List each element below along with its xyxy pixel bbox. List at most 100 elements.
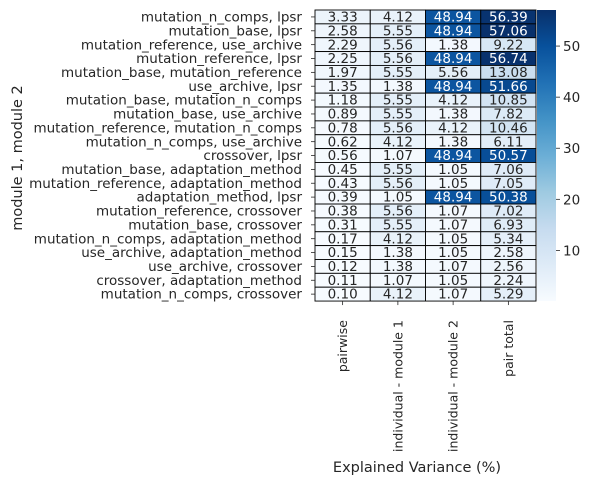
cell-value-label: 5.55	[383, 65, 413, 81]
cell-value-label: 48.94	[434, 51, 473, 67]
cell-value-label: 7.02	[493, 204, 523, 220]
cell-value-label: 1.05	[438, 162, 468, 178]
cell-value-label: 57.06	[489, 23, 528, 39]
cell-value-label: 1.38	[438, 134, 468, 150]
cell-value-label: 1.05	[438, 245, 468, 261]
colorbar-gradient	[537, 10, 556, 301]
cell-value-label: 4.12	[383, 10, 413, 26]
cell-value-label: 4.12	[383, 287, 413, 303]
colorbar-tick-label: 40	[563, 90, 580, 106]
cell-value-label: 1.38	[383, 259, 413, 275]
row-tick-label: mutation_base, use_archive	[113, 107, 302, 123]
cell-value-label: 2.58	[328, 23, 358, 39]
cell-value-label: 5.55	[383, 107, 413, 123]
cell-value-label: 1.05	[438, 176, 468, 192]
cell-value-label: 0.31	[328, 217, 358, 233]
cell-value-label: 6.93	[493, 217, 523, 233]
cell-value-label: 48.94	[434, 79, 473, 95]
cell-value-label: 0.89	[328, 107, 358, 123]
row-tick-label: adaptation_method, lpsr	[137, 190, 303, 206]
cell-value-label: 1.07	[438, 204, 468, 220]
cell-value-label: 5.56	[383, 176, 413, 192]
colorbar: 10 20 30 40 50	[537, 10, 580, 301]
cell-value-label: 7.05	[493, 176, 523, 192]
row-tick-label: mutation_n_comps, use_archive	[86, 134, 302, 150]
cell-value-label: 50.38	[489, 190, 528, 206]
cell-value-label: 1.07	[383, 273, 413, 289]
cell-value-label: 48.94	[434, 23, 473, 39]
cell-value-label: 1.38	[383, 79, 413, 95]
cell-value-label: 0.62	[328, 134, 358, 150]
row-tick-label: mutation_base, mutation_reference	[61, 65, 302, 81]
cell-value-label: 0.11	[328, 273, 358, 289]
cell-value-label: 1.07	[383, 148, 413, 164]
cell-value-label: 0.39	[328, 190, 358, 206]
cell-value-label: 1.05	[438, 273, 468, 289]
cell-value-label: 0.17	[328, 231, 358, 247]
row-tick-label: mutation_base, mutation_n_comps	[66, 93, 302, 109]
cell-value-label: 1.38	[438, 37, 468, 53]
cell-value-label: 0.78	[328, 120, 358, 136]
cell-value-label: 1.38	[383, 245, 413, 261]
cell-value-label: 1.07	[438, 217, 468, 233]
cell-value-label: 9.22	[493, 37, 523, 53]
cell-value-label: 5.29	[493, 287, 523, 303]
row-tick-label: crossover, lpsr	[203, 148, 302, 164]
row-tick-label: mutation_base, adaptation_method	[61, 162, 302, 178]
cell-value-label: 48.94	[434, 190, 473, 206]
row-tick-label: mutation_reference, lpsr	[136, 51, 302, 67]
x-axis-label: Explained Variance (%)	[333, 460, 501, 476]
cell-value-label: 5.56	[438, 65, 468, 81]
row-tick-label: use_archive, crossover	[148, 259, 302, 275]
column-tick-label: individual - module 2	[446, 320, 461, 452]
cell-value-label: 0.45	[328, 162, 358, 178]
cell-value-label: 1.07	[438, 287, 468, 303]
cell-value-label: 7.82	[493, 107, 523, 123]
cell-value-label: 5.56	[383, 37, 413, 53]
cell-value-label: 48.94	[434, 148, 473, 164]
row-tick-label: use_archive, adaptation_method	[81, 245, 302, 261]
cell-value-label: 4.12	[383, 231, 413, 247]
cell-value-label: 4.12	[438, 120, 468, 136]
cell-value-label: 2.58	[493, 245, 523, 261]
cell-value-label: 1.05	[438, 231, 468, 247]
row-tick-label: mutation_reference, mutation_n_comps	[33, 120, 302, 136]
cell-value-label: 2.29	[328, 37, 358, 53]
cell-value-label: 0.43	[328, 176, 358, 192]
heatmap-cells	[314, 9, 537, 302]
cell-value-label: 2.56	[493, 259, 523, 275]
cell-value-label: 0.38	[328, 204, 358, 220]
cell-value-label: 1.38	[438, 107, 468, 123]
row-tick-label: mutation_base, crossover	[128, 217, 302, 233]
cell-value-label: 1.07	[438, 259, 468, 275]
cell-value-label: 48.94	[434, 10, 473, 26]
row-tick-label: mutation_reference, use_archive	[81, 37, 302, 53]
cell-value-label: 1.05	[383, 190, 413, 206]
column-tick-labels: pairwise individual - module 1 individual …	[335, 301, 516, 452]
row-tick-label: mutation_n_comps, adaptation_method	[34, 231, 302, 247]
cell-value-label: 7.06	[493, 162, 523, 178]
row-tick-label: mutation_n_comps, lpsr	[141, 10, 303, 26]
cell-value-label: 2.24	[493, 273, 523, 289]
cell-value-label: 1.18	[328, 93, 358, 109]
row-tick-label: mutation_n_comps, crossover	[101, 287, 303, 303]
cell-value-label: 4.12	[383, 134, 413, 150]
cell-value-label: 5.56	[383, 204, 413, 220]
cell-value-label: 10.46	[489, 120, 528, 136]
row-tick-label: mutation_reference, adaptation_method	[29, 176, 302, 192]
column-tick-label: individual - module 1	[390, 320, 405, 452]
row-tick-label: use_archive, lpsr	[188, 79, 302, 95]
cell-value-label: 1.35	[328, 79, 358, 95]
cell-value-label: 51.66	[489, 79, 528, 95]
cell-value-label: 0.15	[328, 245, 358, 261]
cell-value-label: 5.55	[383, 93, 413, 109]
cell-value-label: 10.85	[489, 93, 528, 109]
cell-value-label: 0.56	[328, 148, 358, 164]
cell-value-label: 5.55	[383, 23, 413, 39]
cell-value-label: 13.08	[489, 65, 528, 81]
heatmap-cell-labels: 3.33 4.12 48.94 56.392.58 5.55 48.94 57.062.29…	[328, 10, 528, 303]
colorbar-tick-label: 30	[563, 141, 580, 157]
cell-value-label: 1.97	[328, 65, 358, 81]
